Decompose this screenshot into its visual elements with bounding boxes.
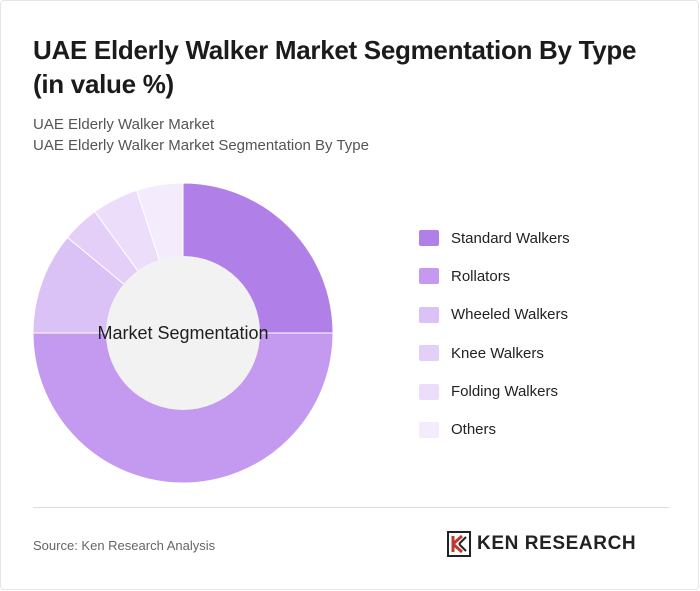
chart-subtitle: UAE Elderly Walker Market UAE Elderly Wa… bbox=[33, 114, 369, 156]
legend-swatch bbox=[419, 345, 439, 362]
ken-research-logo-icon bbox=[447, 531, 471, 557]
chart-legend: Standard Walkers Rollators Wheeled Walkers… bbox=[419, 227, 570, 457]
legend-item-standard-walkers[interactable]: Standard Walkers bbox=[419, 227, 570, 249]
legend-swatch bbox=[419, 268, 439, 285]
donut-chart: Market Segmentation bbox=[32, 182, 334, 484]
subtitle-line-2: UAE Elderly Walker Market Segmentation B… bbox=[33, 137, 369, 154]
ken-research-logo: KEN RESEARCH bbox=[447, 531, 636, 557]
legend-swatch bbox=[419, 230, 439, 246]
footer-divider bbox=[33, 507, 669, 508]
legend-item-knee-walkers[interactable]: Knee Walkers bbox=[419, 342, 570, 364]
legend-item-others[interactable]: Others bbox=[419, 419, 570, 441]
legend-label: Knee Walkers bbox=[451, 344, 544, 362]
chart-title: UAE Elderly Walker Market Segmentation B… bbox=[33, 35, 637, 99]
ken-research-logo-text: KEN RESEARCH bbox=[477, 533, 637, 554]
legend-swatch bbox=[419, 306, 439, 323]
legend-item-folding-walkers[interactable]: Folding Walkers bbox=[419, 381, 570, 403]
donut-center-label: Market Segmentation bbox=[97, 323, 268, 343]
legend-label: Standard Walkers bbox=[451, 229, 570, 247]
legend-item-wheeled-walkers[interactable]: Wheeled Walkers bbox=[419, 304, 570, 326]
legend-swatch bbox=[419, 383, 439, 400]
subtitle-line-1: UAE Elderly Walker Market bbox=[33, 116, 215, 133]
source-note: Source: Ken Research Analysis bbox=[33, 538, 216, 553]
legend-label: Folding Walkers bbox=[451, 383, 558, 401]
donut-hole bbox=[106, 256, 260, 410]
legend-item-rollators[interactable]: Rollators bbox=[419, 265, 570, 287]
legend-label: Others bbox=[451, 421, 497, 439]
legend-label: Wheeled Walkers bbox=[451, 306, 568, 324]
legend-label: Rollators bbox=[451, 267, 511, 285]
legend-swatch bbox=[419, 421, 439, 438]
